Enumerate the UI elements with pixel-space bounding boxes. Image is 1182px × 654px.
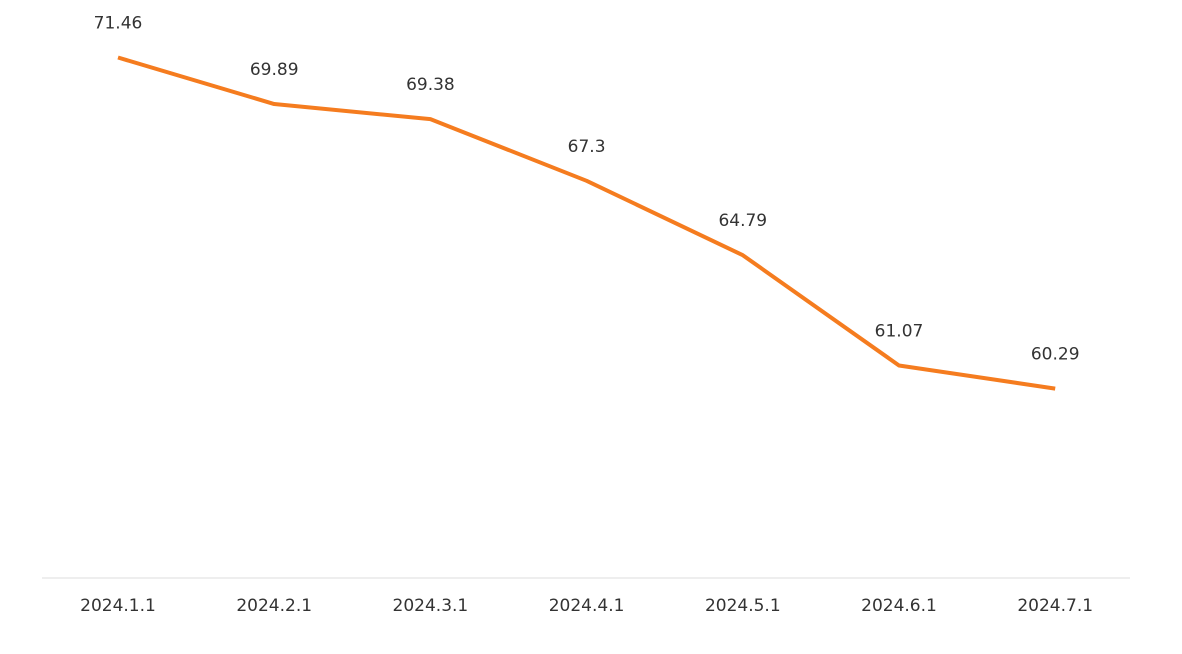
x-tick-label: 2024.3.1	[393, 596, 469, 616]
data-label: 71.46	[94, 14, 143, 34]
data-label: 64.79	[718, 211, 767, 231]
data-label: 69.89	[250, 60, 299, 80]
x-tick-label: 2024.7.1	[1017, 596, 1093, 616]
x-tick-label: 2024.4.1	[549, 596, 625, 616]
x-tick-label: 2024.2.1	[236, 596, 312, 616]
x-tick-label: 2024.5.1	[705, 596, 781, 616]
data-label: 67.3	[568, 137, 606, 157]
data-label: 60.29	[1031, 345, 1080, 365]
data-label: 69.38	[406, 75, 455, 95]
x-tick-label: 2024.1.1	[80, 596, 156, 616]
x-tick-label: 2024.6.1	[861, 596, 937, 616]
data-line	[117, 55, 1056, 391]
data-label: 61.07	[875, 321, 924, 341]
